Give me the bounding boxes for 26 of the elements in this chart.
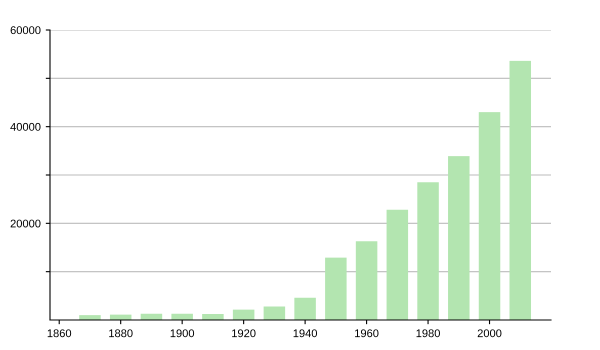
bar [171,314,193,320]
bar [232,310,254,320]
bar [325,258,347,320]
x-tick-label: 1980 [416,329,440,338]
bar [386,210,408,320]
bar [448,156,470,320]
x-tick-label: 1880 [109,329,133,338]
bar [110,314,132,320]
x-tick-label: 1960 [355,329,379,338]
x-tick-label: 1860 [48,329,72,338]
bar [202,314,224,320]
x-tick-label: 1900 [170,329,194,338]
bar [478,112,500,320]
bar [417,182,439,320]
x-tick-label: 1940 [294,329,318,338]
bar [356,241,378,320]
bar [510,60,532,320]
x-tick-label: 2000 [478,329,502,338]
bar [79,315,101,320]
bar [140,314,162,320]
y-tick-label: 20000 [10,220,41,228]
bar [294,298,316,320]
y-tick-label: 40000 [10,122,41,131]
y-tick-label: 60000 [10,26,41,34]
bar [264,306,286,320]
x-tick-label: 1920 [232,329,256,338]
